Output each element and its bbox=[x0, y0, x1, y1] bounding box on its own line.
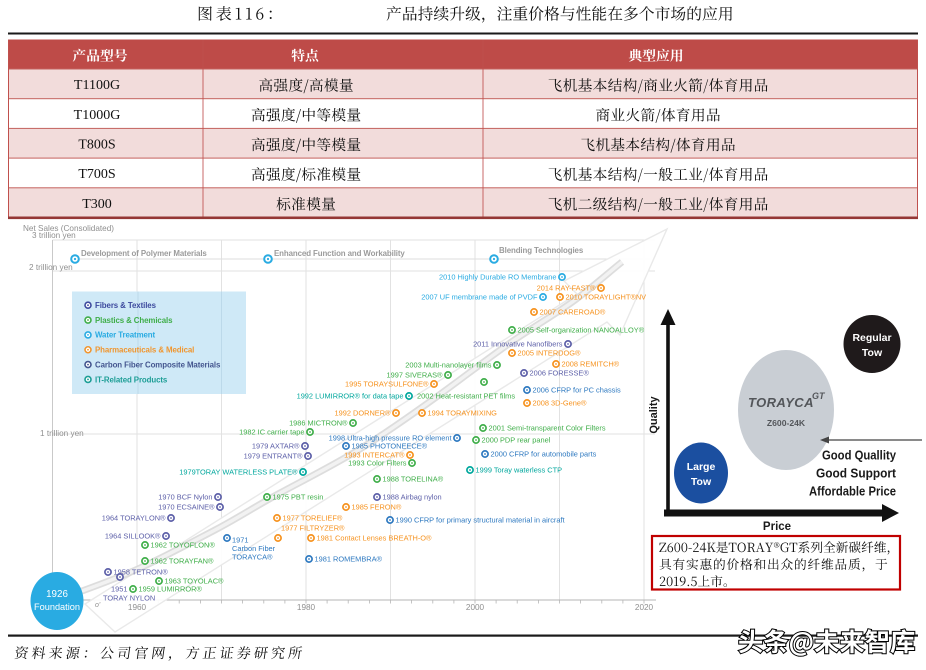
svg-text:2006 FORESSE®: 2006 FORESSE® bbox=[530, 369, 590, 378]
svg-text:1999 Toray waterless CTP: 1999 Toray waterless CTP bbox=[476, 466, 563, 475]
svg-text:Tow: Tow bbox=[691, 476, 712, 488]
svg-text:T800S: T800S bbox=[78, 138, 115, 153]
svg-text:Regular: Regular bbox=[852, 332, 891, 344]
svg-text:2006 CFRP for PC chassis: 2006 CFRP for PC chassis bbox=[533, 386, 621, 395]
svg-text:Plastics & Chemicals: Plastics & Chemicals bbox=[95, 316, 173, 325]
svg-text:Good Support: Good Support bbox=[816, 466, 897, 481]
svg-text:o': o' bbox=[95, 602, 101, 609]
svg-text:2003 Multi-nanolayer films: 2003 Multi-nanolayer films bbox=[405, 361, 492, 370]
svg-text:1985 PHOTONEECE®: 1985 PHOTONEECE® bbox=[352, 442, 428, 451]
svg-text:1981 ROMEMBRA®: 1981 ROMEMBRA® bbox=[315, 555, 383, 564]
svg-text:TORAY NYLON: TORAY NYLON bbox=[103, 594, 155, 603]
svg-text:T700S: T700S bbox=[78, 167, 115, 182]
svg-text:2005 Self-organization NANOALL: 2005 Self-organization NANOALLOY® bbox=[518, 326, 645, 335]
svg-text:1993 INTERCAT®: 1993 INTERCAT® bbox=[344, 451, 405, 460]
svg-text:T1100G: T1100G bbox=[74, 78, 120, 93]
svg-text:1990 CFRP for primary structur: 1990 CFRP for primary structural materia… bbox=[396, 516, 565, 525]
svg-text:Large: Large bbox=[687, 461, 716, 473]
svg-text:2001 Semi-transparent Color Fi: 2001 Semi-transparent Color Filters bbox=[489, 424, 606, 433]
svg-text:1992 DORNER®: 1992 DORNER® bbox=[335, 409, 392, 418]
svg-text:1998 Ultra-high pressure RO el: 1998 Ultra-high pressure RO element bbox=[329, 434, 452, 443]
svg-text:Z600-24K: Z600-24K bbox=[767, 418, 806, 428]
svg-text:1960: 1960 bbox=[128, 603, 147, 612]
svg-text:1962 TOYOFLON®: 1962 TOYOFLON® bbox=[151, 541, 216, 550]
svg-text:2007 UF membrane made of PVDF: 2007 UF membrane made of PVDF bbox=[421, 293, 538, 302]
svg-text:3 trillion yen: 3 trillion yen bbox=[32, 231, 76, 240]
svg-text:1951: 1951 bbox=[111, 585, 127, 594]
svg-text:1963 TOYOLAC®: 1963 TOYOLAC® bbox=[165, 577, 225, 586]
svg-text:1971: 1971 bbox=[232, 536, 248, 545]
svg-text:T1000G: T1000G bbox=[74, 108, 121, 123]
svg-text:2 trillion yen: 2 trillion yen bbox=[29, 263, 73, 272]
svg-text:1970 ECSAINE®: 1970 ECSAINE® bbox=[158, 503, 215, 512]
svg-text:1979 ENTRANT®: 1979 ENTRANT® bbox=[244, 452, 303, 461]
svg-text:Water Treatment: Water Treatment bbox=[95, 331, 156, 340]
svg-text:Foundation: Foundation bbox=[34, 602, 80, 612]
svg-text:1982 IC carrier tape: 1982 IC carrier tape bbox=[239, 428, 304, 437]
svg-text:2011 Innovative Nanofibers: 2011 Innovative Nanofibers bbox=[473, 340, 563, 349]
svg-text:Carbon Fiber: Carbon Fiber bbox=[232, 544, 276, 553]
svg-text:1985 FERON®: 1985 FERON® bbox=[352, 503, 402, 512]
svg-text:1988 Airbag nylon: 1988 Airbag nylon bbox=[383, 493, 442, 502]
svg-text:1926: 1926 bbox=[46, 589, 68, 600]
svg-text:1979TORAY WATERLESS PLATE®: 1979TORAY WATERLESS PLATE® bbox=[179, 468, 298, 477]
svg-text:1995 TORAYSULFONE®: 1995 TORAYSULFONE® bbox=[345, 380, 429, 389]
svg-text:2002 Heat-resistant PET films: 2002 Heat-resistant PET films bbox=[417, 392, 515, 401]
svg-text:2010 TORAYLIGHT®NV: 2010 TORAYLIGHT®NV bbox=[566, 293, 647, 302]
svg-text:Development of Polymer Materia: Development of Polymer Materials bbox=[81, 249, 207, 258]
svg-text:Fibers & Textiles: Fibers & Textiles bbox=[95, 301, 157, 310]
svg-text:2020: 2020 bbox=[635, 603, 654, 612]
svg-text:1980: 1980 bbox=[297, 603, 316, 612]
svg-text:1 trillion yen: 1 trillion yen bbox=[40, 429, 84, 438]
svg-text:1977 FILTRYZER®: 1977 FILTRYZER® bbox=[281, 524, 345, 533]
svg-text:T300: T300 bbox=[82, 197, 112, 212]
svg-text:1977 TORELIEF®: 1977 TORELIEF® bbox=[283, 514, 343, 523]
svg-text:1964 SILLOOK®: 1964 SILLOOK® bbox=[105, 532, 161, 541]
svg-text:IT-Related Products: IT-Related Products bbox=[95, 375, 168, 384]
svg-text:Enhanced Function and Workabil: Enhanced Function and Workability bbox=[274, 249, 405, 258]
svg-text:2007 CAREROAD®: 2007 CAREROAD® bbox=[540, 308, 606, 317]
svg-text:Good Quallity: Good Quallity bbox=[822, 448, 897, 463]
svg-text:Blending Technologies: Blending Technologies bbox=[499, 246, 584, 255]
svg-text:Price: Price bbox=[763, 521, 791, 533]
svg-text:Carbon Fiber Composite Materia: Carbon Fiber Composite Materials bbox=[95, 360, 221, 369]
svg-text:1992 LUMIRROR® for data tape: 1992 LUMIRROR® for data tape bbox=[297, 392, 404, 401]
svg-text:1986 MICTRON®: 1986 MICTRON® bbox=[289, 419, 348, 428]
svg-text:1997 SIVERAS®: 1997 SIVERAS® bbox=[387, 371, 444, 380]
svg-text:Net Sales (Consolidated): Net Sales (Consolidated) bbox=[23, 224, 114, 233]
svg-text:Affordable Price: Affordable Price bbox=[809, 484, 896, 499]
svg-text:2014 RAY-FAST®: 2014 RAY-FAST® bbox=[537, 284, 596, 293]
svg-text:GT: GT bbox=[812, 391, 826, 401]
svg-text:Pharmaceuticals & Medical: Pharmaceuticals & Medical bbox=[95, 346, 194, 355]
svg-text:2008 3D-Gene®: 2008 3D-Gene® bbox=[533, 399, 587, 408]
svg-text:TORAYCA: TORAYCA bbox=[748, 395, 814, 410]
svg-text:1964 TORAYLON®: 1964 TORAYLON® bbox=[102, 514, 166, 523]
svg-text:2008 REMITCH®: 2008 REMITCH® bbox=[562, 360, 620, 369]
svg-text:2005 INTERDOG®: 2005 INTERDOG® bbox=[518, 349, 582, 358]
svg-text:2000 PDP rear panel: 2000 PDP rear panel bbox=[482, 436, 551, 445]
svg-text:TORAYCA®: TORAYCA® bbox=[232, 553, 273, 562]
svg-text:1962 TORAYFAN®: 1962 TORAYFAN® bbox=[151, 557, 215, 566]
svg-text:1994 TORAYMIXING: 1994 TORAYMIXING bbox=[428, 409, 498, 418]
svg-text:1988 TORELINA®: 1988 TORELINA® bbox=[383, 475, 444, 484]
svg-text:2000 CFRP for automobile parts: 2000 CFRP for automobile parts bbox=[491, 450, 597, 459]
svg-text:1993 Color Filters: 1993 Color Filters bbox=[348, 459, 407, 468]
svg-text:1981 Contact Lenses BREATH-O®: 1981 Contact Lenses BREATH-O® bbox=[317, 534, 433, 543]
svg-text:2010 Highly Durable RO Membran: 2010 Highly Durable RO Membrane bbox=[439, 273, 557, 282]
svg-text:1979 AXTAR®: 1979 AXTAR® bbox=[252, 442, 300, 451]
svg-text:1958 TETRON®: 1958 TETRON® bbox=[114, 568, 169, 577]
svg-text:2000: 2000 bbox=[466, 603, 485, 612]
svg-text:Quality: Quality bbox=[648, 395, 660, 433]
svg-text:1959 LUMIRROR®: 1959 LUMIRROR® bbox=[139, 585, 203, 594]
svg-text:1970 BCF Nylon: 1970 BCF Nylon bbox=[158, 493, 212, 502]
svg-text:Tow: Tow bbox=[862, 347, 883, 359]
svg-text:1975 PBT resin: 1975 PBT resin bbox=[273, 493, 324, 502]
